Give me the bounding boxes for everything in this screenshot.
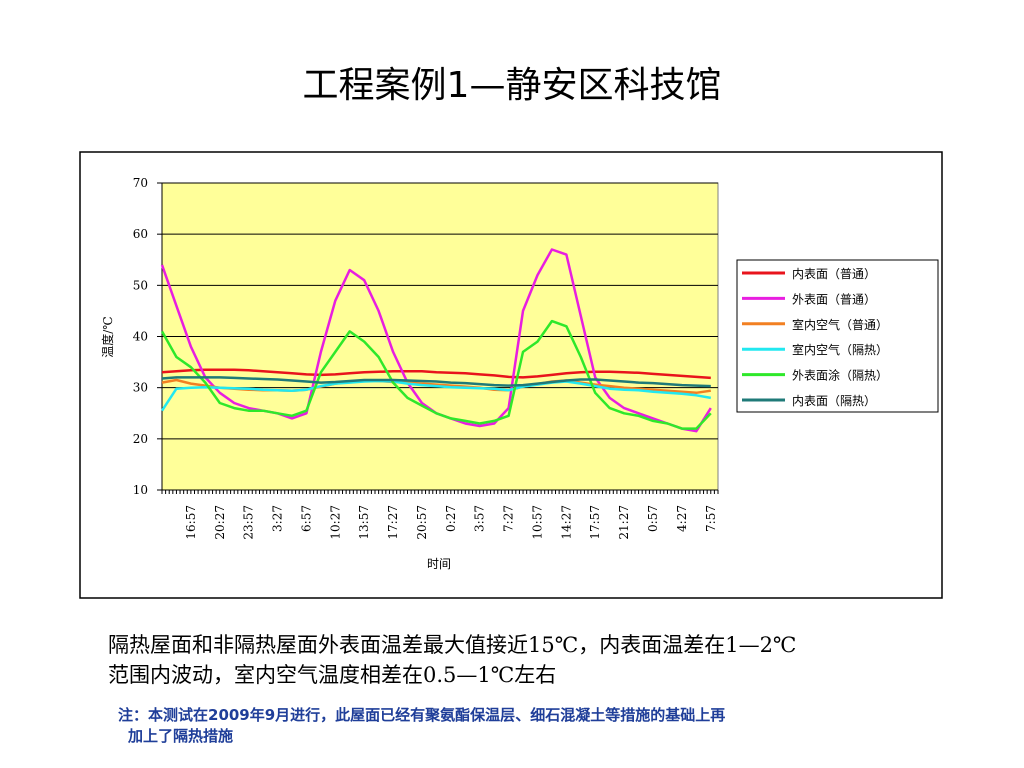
- y-tick-label: 30: [133, 381, 148, 395]
- note-line: 注：本测试在2009年9月进行，此屋面已经有聚氨酯保温层、细石混凝土等措施的基础…: [118, 706, 726, 724]
- x-tick-label: 21:27: [617, 505, 631, 540]
- legend-label: 外表面涂（隔热）: [792, 368, 888, 383]
- x-tick-label: 6:57: [299, 505, 313, 532]
- x-tick-label: 14:27: [559, 505, 573, 540]
- x-tick-label: 0:57: [646, 505, 660, 532]
- body-line: 隔热屋面和非隔热屋面外表面温差最大值接近15℃，内表面温差在1—2℃: [108, 633, 797, 657]
- x-tick-label: 7:27: [502, 505, 516, 532]
- x-tick-label: 10:57: [530, 505, 544, 540]
- legend-label: 内表面（普通）: [792, 267, 876, 281]
- y-tick-label: 10: [133, 483, 148, 497]
- x-tick-label: 0:27: [444, 505, 458, 532]
- y-tick-label: 50: [133, 278, 148, 292]
- legend: [736, 259, 939, 413]
- x-tick-label: 23:57: [242, 505, 256, 540]
- x-tick-label: 4:27: [675, 505, 689, 532]
- series-line: [160, 319, 712, 430]
- legend-label: 内表面（隔热）: [792, 394, 876, 408]
- note-line: 加上了隔热措施: [128, 727, 234, 745]
- x-tick-label: 20:57: [415, 505, 429, 540]
- x-tick-label: 7:57: [704, 505, 718, 532]
- legend-label: 外表面（普通）: [792, 292, 876, 306]
- y-tick-label: 70: [133, 176, 148, 190]
- x-tick-label: 3:27: [271, 505, 285, 532]
- legend-label: 室内空气（隔热）: [792, 342, 888, 357]
- x-tick-label: 10:27: [328, 505, 342, 540]
- y-tick-label: 60: [133, 227, 148, 241]
- x-tick-label: 3:57: [473, 505, 487, 532]
- y-tick-label: 40: [133, 330, 148, 344]
- body-line: 范围内波动，室内空气温度相差在0.5—1℃左右: [108, 663, 557, 687]
- series-line: [161, 376, 711, 388]
- note-text: 注：本测试在2009年9月进行，此屋面已经有聚氨酯保温层、细石混凝土等措施的基础…: [118, 705, 725, 747]
- x-tick-label: 17:57: [588, 505, 602, 540]
- series-line: [160, 379, 712, 412]
- x-tick-label: 16:57: [184, 505, 198, 540]
- y-tick-label: 20: [133, 432, 148, 446]
- legend-label: 室内空气（普通）: [792, 317, 888, 332]
- body-text: 隔热屋面和非隔热屋面外表面温差最大值接近15℃，内表面温差在1—2℃ 范围内波动，…: [108, 630, 796, 690]
- x-tick-label: 17:27: [386, 505, 400, 540]
- x-tick-label: 20:27: [213, 505, 227, 540]
- x-tick-label: 13:57: [357, 505, 371, 540]
- x-axis-label: 时间: [427, 557, 451, 571]
- series-line: [161, 368, 711, 380]
- slide-title: 工程案例1—静安区科技馆: [302, 65, 722, 106]
- y-axis-label: 温度/℃: [100, 316, 115, 357]
